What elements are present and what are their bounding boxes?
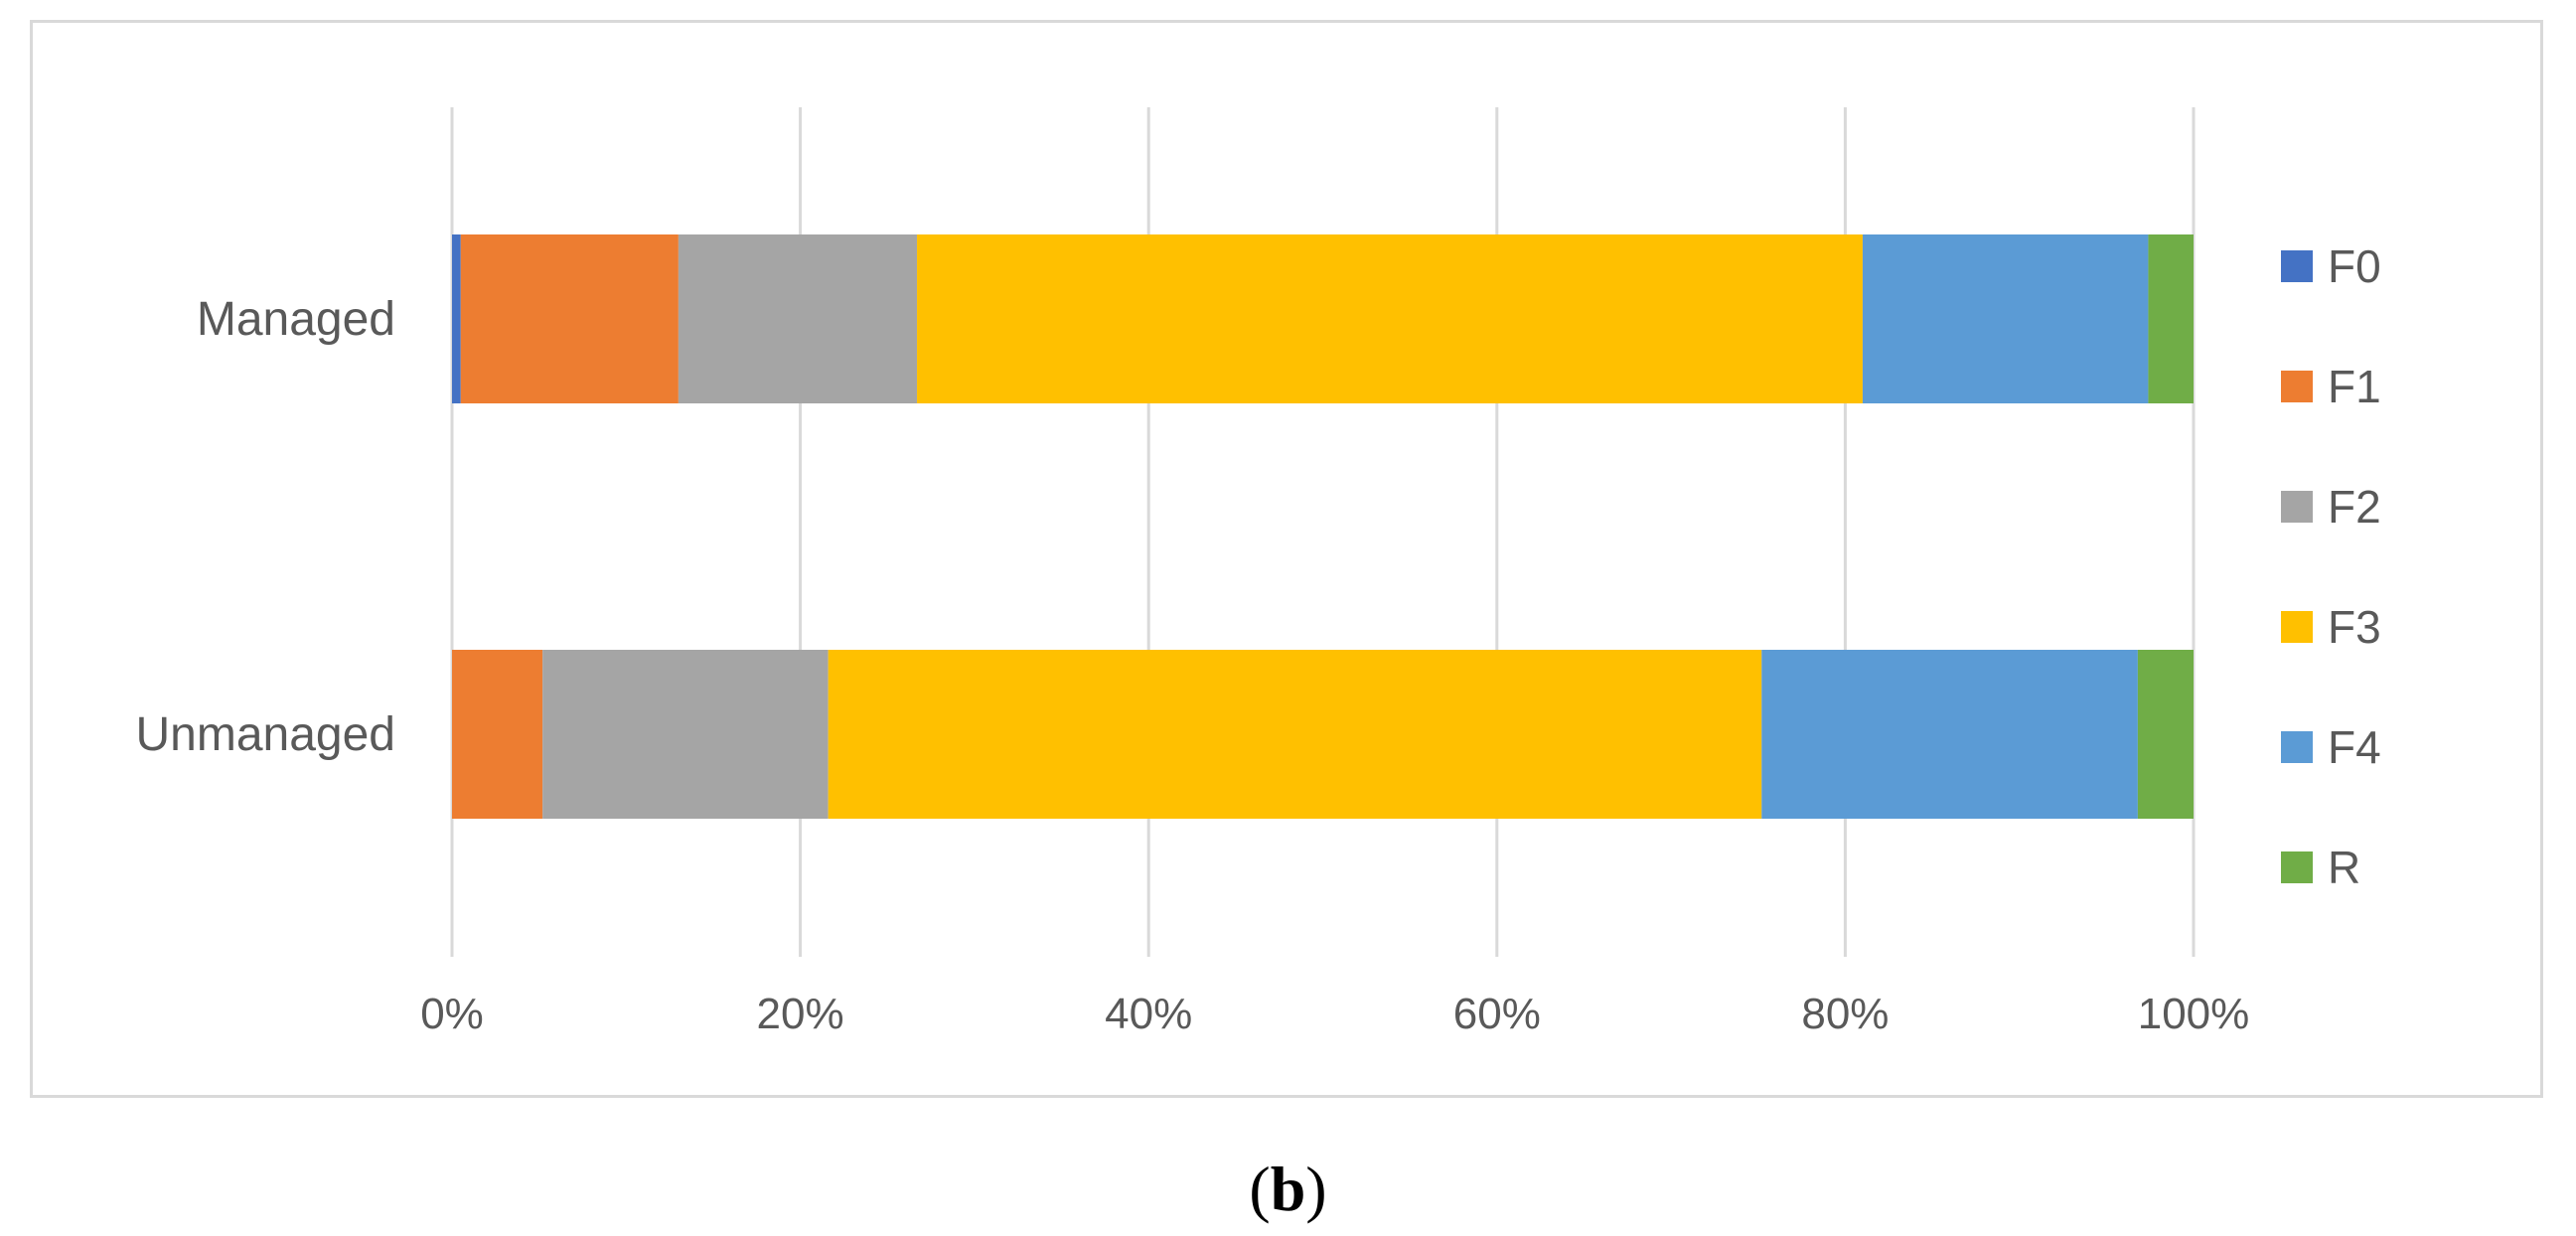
category-label: Unmanaged <box>135 708 395 761</box>
legend-swatch <box>2281 851 2313 883</box>
legend-swatch <box>2281 371 2313 402</box>
bar-segment-f4 <box>1862 234 2149 403</box>
bar-segment-f1 <box>460 234 679 403</box>
legend-label: F4 <box>2328 721 2381 773</box>
legend-label: F1 <box>2328 361 2381 412</box>
legend-label: F3 <box>2328 601 2381 653</box>
bar-segment-f2 <box>678 234 918 403</box>
x-tick-label: 0% <box>420 990 484 1038</box>
legend-label: F2 <box>2328 481 2381 533</box>
x-tick-label: 40% <box>1105 990 1192 1038</box>
bar-segment-f2 <box>542 650 829 819</box>
panel-label-open: ( <box>1249 1154 1271 1224</box>
panel-label: (b) <box>0 1153 2576 1226</box>
stacked-bar-chart: Managed Unmanaged 0% 20% 40% 60% 80% 100% F0 F1… <box>135 107 2381 1038</box>
legend-label: F0 <box>2328 240 2381 292</box>
legend: F0 F1 F2 F3 F4 R <box>2281 240 2381 893</box>
x-tick-label: 20% <box>757 990 844 1038</box>
legend-swatch <box>2281 611 2313 643</box>
category-labels: Managed Unmanaged <box>135 293 395 761</box>
bars <box>452 234 2194 819</box>
legend-label: R <box>2328 842 2360 893</box>
x-tick-label: 100% <box>2138 990 2250 1038</box>
bar-segment-r <box>2148 234 2194 403</box>
bar-segment-f3 <box>917 234 1863 403</box>
bar-segment-r <box>2137 650 2194 819</box>
panel-label-letter: b <box>1270 1154 1306 1224</box>
chart-area: Managed Unmanaged 0% 20% 40% 60% 80% 100% F0 F1… <box>30 20 2543 1098</box>
x-tick-labels: 0% 20% 40% 60% 80% 100% <box>420 990 2249 1038</box>
x-tick-label: 80% <box>1801 990 1889 1038</box>
legend-swatch <box>2281 491 2313 523</box>
bar-segment-f1 <box>452 650 543 819</box>
panel-label-close: ) <box>1305 1154 1327 1224</box>
legend-swatch <box>2281 250 2313 282</box>
category-label: Managed <box>197 293 395 346</box>
bar-segment-f3 <box>828 650 1762 819</box>
legend-swatch <box>2281 731 2313 763</box>
bar-segment-f0 <box>452 234 461 403</box>
bar-segment-f4 <box>1761 650 2138 819</box>
x-tick-label: 60% <box>1453 990 1541 1038</box>
